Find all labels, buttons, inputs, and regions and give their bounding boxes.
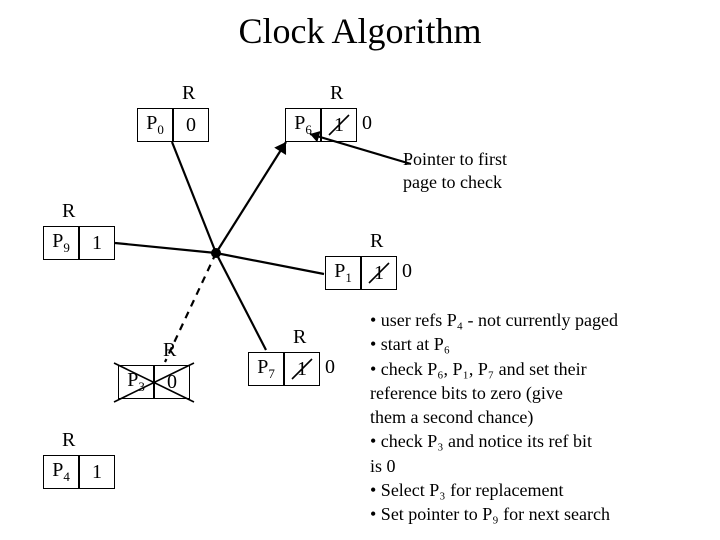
r-header-p7: R — [293, 326, 306, 349]
page-p7-label: P7 — [248, 352, 284, 386]
r-header-p1: R — [370, 230, 383, 253]
page-p0-label: P0 — [137, 108, 173, 142]
page-p3-ref: 0 — [154, 365, 190, 399]
page-p6: P6 1 — [285, 108, 357, 142]
bullet-line: • check P₆, P₁, P₇ and set their — [370, 357, 618, 381]
r-header-p6: R — [330, 82, 343, 105]
page-p7: P7 1 — [248, 352, 320, 386]
zero-after-p6: 0 — [362, 112, 372, 135]
page-p9: P9 1 — [43, 226, 115, 260]
bullet-line: reference bits to zero (give — [370, 381, 618, 405]
bullet-line: • check P₃ and notice its ref bit — [370, 429, 618, 453]
page-p1-ref: 1 — [361, 256, 397, 290]
r-header-p4: R — [62, 429, 75, 452]
page-p4-label: P4 — [43, 455, 79, 489]
pointer-note: Pointer to first page to check — [403, 148, 507, 195]
r-header-p0: R — [182, 82, 195, 105]
page-p3: P3 0 — [118, 365, 190, 399]
page-p1-label: P1 — [325, 256, 361, 290]
bullet-line: is 0 — [370, 454, 618, 478]
page-p0: P0 0 — [137, 108, 209, 142]
page-p6-label: P6 — [285, 108, 321, 142]
bullet-line: • Set pointer to P₉ for next search — [370, 502, 618, 526]
page-p9-label: P9 — [43, 226, 79, 260]
bullet-line: them a second chance) — [370, 405, 618, 429]
page-p9-ref: 1 — [79, 226, 115, 260]
zero-after-p1: 0 — [402, 260, 412, 283]
page-p0-ref: 0 — [173, 108, 209, 142]
algorithm-steps: • user refs P₄ - not currently paged • s… — [370, 308, 618, 527]
bullet-line: • user refs P₄ - not currently paged — [370, 308, 618, 332]
r-header-p9: R — [62, 200, 75, 223]
zero-after-p7: 0 — [325, 356, 335, 379]
bullet-line: • Select P₃ for replacement — [370, 478, 618, 502]
page-p4-ref: 1 — [79, 455, 115, 489]
page-p3-label: P3 — [118, 365, 154, 399]
page-title: Clock Algorithm — [0, 10, 720, 52]
bullet-line: • start at P₆ — [370, 332, 618, 356]
r-header-p3: R — [163, 339, 176, 362]
page-p4: P4 1 — [43, 455, 115, 489]
page-p1: P1 1 — [325, 256, 397, 290]
page-p6-ref: 1 — [321, 108, 357, 142]
page-p7-ref: 1 — [284, 352, 320, 386]
